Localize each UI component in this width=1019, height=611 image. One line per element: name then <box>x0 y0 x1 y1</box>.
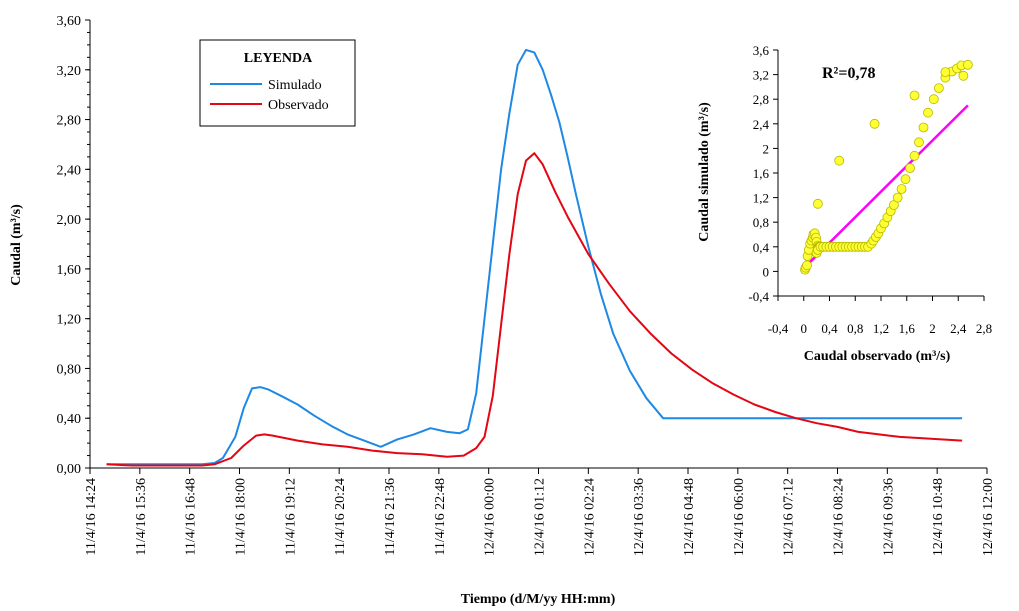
main-y-tick-label: 2,40 <box>57 163 82 178</box>
series-line-simulado <box>106 48 963 466</box>
scatter-point <box>909 150 920 161</box>
main-y-tick-label: 1,20 <box>57 313 82 328</box>
main-x-tick-label: 12/4/16 07:12 <box>782 478 797 556</box>
inset-y-tick-label: 2,4 <box>753 117 770 132</box>
scatter-point <box>934 83 944 93</box>
main-y-tick-label: 2,80 <box>57 114 82 129</box>
main-x-tick-label: 12/4/16 12:00 <box>981 478 996 556</box>
scatter-point <box>928 94 939 105</box>
main-x-axis-title: Tiempo (d/M/yy HH:mm) <box>461 592 616 607</box>
main-x-tick-label: 12/4/16 01:12 <box>533 478 548 556</box>
main-y-tick-label: 3,60 <box>57 14 82 29</box>
scatter-point <box>905 163 915 174</box>
inset-y-tick-label: 3,6 <box>753 43 770 58</box>
inset-y-tick-label: -0,4 <box>748 289 769 304</box>
scatter-point <box>940 67 951 77</box>
legend: LEYENDA Simulado Observado <box>199 39 356 127</box>
main-y-tick-label: 3,20 <box>57 64 82 79</box>
scatter-point <box>892 192 903 203</box>
inset-x-tick-label: 0,4 <box>821 321 838 336</box>
trend-line <box>802 104 969 270</box>
inset-x-tick-label: 1,2 <box>873 321 889 336</box>
scatter-point <box>869 118 880 129</box>
main-y-tick-label: 0,80 <box>57 362 82 377</box>
legend-label-observado: Observado <box>268 98 329 113</box>
inset-background <box>740 48 985 296</box>
inset-r2-annotation: R²=0,78 <box>822 65 875 82</box>
inset-x-tick-label: 0 <box>801 321 808 336</box>
scatter-point <box>923 107 933 118</box>
main-x-tick-label: 12/4/16 02:24 <box>582 478 597 556</box>
legend-title: LEYENDA <box>244 51 313 66</box>
main-x-tick-label: 11/4/16 14:24 <box>84 478 99 556</box>
inset-y-tick-label: 0,4 <box>753 240 770 255</box>
scatter-point <box>900 174 911 185</box>
scatter-point <box>896 184 907 194</box>
main-y-tick-label: 0,00 <box>57 462 82 477</box>
series-line-observado <box>106 152 963 467</box>
main-y-tick-label: 2,00 <box>57 213 82 228</box>
scatter-point <box>914 137 924 148</box>
main-x-tick-label: 12/4/16 04:48 <box>682 478 697 556</box>
inset-y-tick-label: 0 <box>763 264 770 279</box>
main-x-tick-label: 11/4/16 15:36 <box>134 478 149 556</box>
main-x-tick-label: 11/4/16 21:36 <box>383 478 398 556</box>
inset-x-tick-label: 0,8 <box>847 321 863 336</box>
main-x-tick-label: 12/4/16 08:24 <box>832 478 847 556</box>
inset-y-axis-title: Caudal simulado (m³/s) <box>697 102 712 242</box>
inset-y-tick-label: 3,2 <box>753 68 769 83</box>
inset-x-tick-label: 2,4 <box>950 321 967 336</box>
main-x-tick-label: 11/4/16 16:48 <box>184 478 199 556</box>
main-y-tick-label: 1,60 <box>57 263 82 278</box>
scatter-point <box>813 198 823 209</box>
main-y-axis-title: Caudal (m³/s) <box>9 204 24 286</box>
scatter-point <box>834 155 845 166</box>
scatter-point <box>958 70 969 81</box>
inset-y-tick-label: 0,8 <box>753 215 769 230</box>
main-x-tick-label: 11/4/16 20:24 <box>333 478 348 556</box>
main-x-tick-label: 11/4/16 22:48 <box>433 478 448 556</box>
inset-chart: -0,4 0 0,4 0,8 1,2 1,6 2 2,4 2,8 -0,4 0 0,4 0,8 1,2 1… <box>697 43 992 364</box>
main-x-tick-label: 12/4/16 10:48 <box>931 478 946 556</box>
main-x-tick-label: 12/4/16 00:00 <box>483 478 498 556</box>
main-x-tick-label: 12/4/16 03:36 <box>632 478 647 556</box>
main-x-tick-label: 12/4/16 06:00 <box>732 478 747 556</box>
main-y-tick-label: 0,40 <box>57 412 82 427</box>
scatter-point <box>909 90 920 101</box>
main-chart: 0,000,400,801,201,602,002,402,803,203,60… <box>9 14 996 607</box>
inset-x-tick-label: 1,6 <box>899 321 916 336</box>
scatter-point <box>802 260 812 271</box>
inset-y-tick-label: 2,8 <box>753 92 769 107</box>
inset-x-tick-label: 2,8 <box>976 321 992 336</box>
main-x-tick-label: 12/4/16 09:36 <box>881 478 896 556</box>
scatter-point <box>963 59 973 70</box>
inset-x-tick-label: 2 <box>929 321 936 336</box>
inset-x-tick-label: -0,4 <box>768 321 789 336</box>
inset-y-tick-label: 1,6 <box>753 166 770 181</box>
scatter-point <box>918 122 929 133</box>
main-x-tick-label: 11/4/16 19:12 <box>283 478 298 556</box>
inset-x-axis-title: Caudal observado (m³/s) <box>804 349 951 364</box>
legend-label-simulado: Simulado <box>268 78 322 93</box>
main-x-tick-label: 11/4/16 18:00 <box>234 478 249 556</box>
inset-y-tick-label: 1,2 <box>753 191 769 206</box>
inset-y-tick-label: 2 <box>763 141 770 156</box>
